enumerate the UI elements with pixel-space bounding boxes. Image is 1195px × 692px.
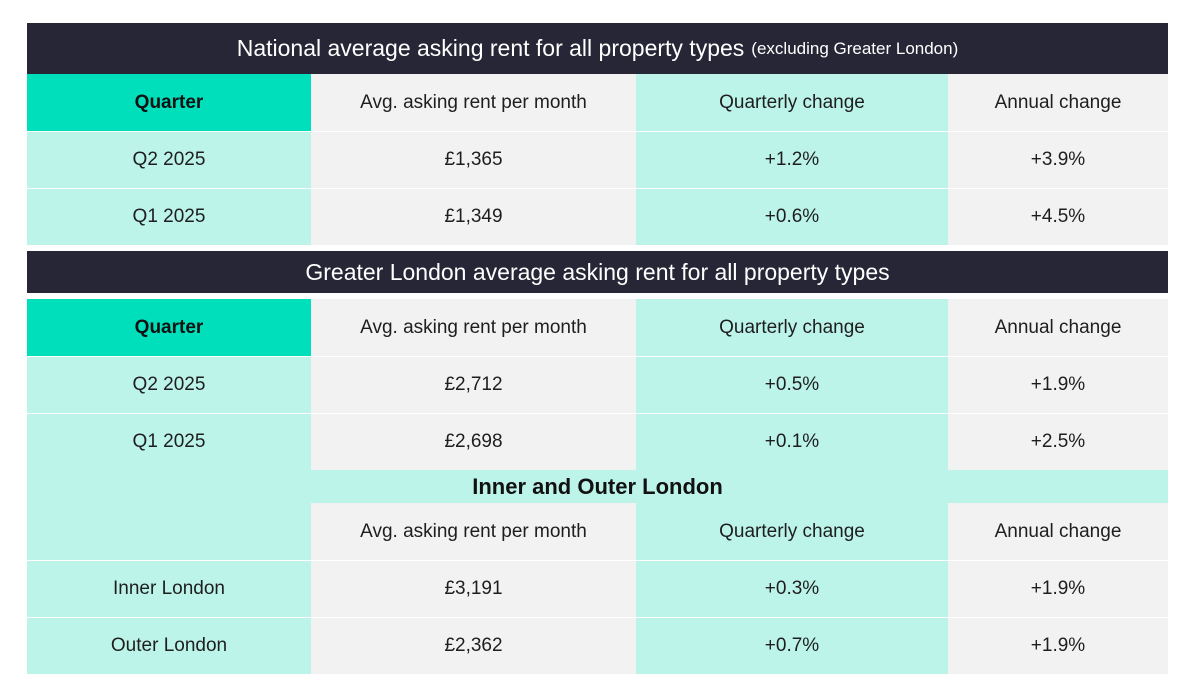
header-annual-change: Annual change: [948, 74, 1168, 131]
quarter-cell: Q2 2025: [27, 131, 311, 188]
annual-change-cell: +4.5%: [948, 188, 1168, 245]
annual-change-cell: +3.9%: [948, 131, 1168, 188]
quarterly-change-cell: +0.3%: [636, 560, 948, 617]
quarter-cell: Q1 2025: [27, 188, 311, 245]
header-quarter: Quarter: [27, 74, 311, 131]
quarterly-change-cell: +0.6%: [636, 188, 948, 245]
rent-tables: National average asking rent for all pro…: [27, 23, 1168, 674]
quarter-cell: Q2 2025: [27, 356, 311, 413]
quarter-cell: Q1 2025: [27, 413, 311, 470]
header-quarterly-change: Quarterly change: [636, 503, 948, 560]
national-title: National average asking rent for all pro…: [236, 35, 745, 61]
national-table: Quarter Avg. asking rent per month Quart…: [27, 74, 1168, 245]
inner-outer-table: Avg. asking rent per month Quarterly cha…: [27, 503, 1168, 674]
quarterly-change-cell: +1.2%: [636, 131, 948, 188]
header-quarterly-change: Quarterly change: [636, 299, 948, 356]
avg-rent-cell: £3,191: [311, 560, 636, 617]
annual-change-cell: +2.5%: [948, 413, 1168, 470]
avg-rent-cell: £1,365: [311, 131, 636, 188]
london-table: Quarter Avg. asking rent per month Quart…: [27, 299, 1168, 470]
national-title-note: (excluding Greater London): [751, 38, 959, 58]
annual-change-cell: +1.9%: [948, 560, 1168, 617]
header-avg-rent: Avg. asking rent per month: [311, 503, 636, 560]
annual-change-cell: +1.9%: [948, 356, 1168, 413]
quarterly-change-cell: +0.1%: [636, 413, 948, 470]
london-title: Greater London average asking rent for a…: [305, 258, 890, 285]
area-cell: Inner London: [27, 560, 311, 617]
header-avg-rent: Avg. asking rent per month: [311, 74, 636, 131]
header-quarterly-change: Quarterly change: [636, 74, 948, 131]
area-cell: Outer London: [27, 617, 311, 674]
national-title-banner: National average asking rent for all pro…: [27, 23, 1168, 74]
annual-change-cell: +1.9%: [948, 617, 1168, 674]
header-annual-change: Annual change: [948, 503, 1168, 560]
header-avg-rent: Avg. asking rent per month: [311, 299, 636, 356]
avg-rent-cell: £2,362: [311, 617, 636, 674]
quarterly-change-cell: +0.5%: [636, 356, 948, 413]
header-area: [27, 503, 311, 560]
quarterly-change-cell: +0.7%: [636, 617, 948, 674]
header-annual-change: Annual change: [948, 299, 1168, 356]
inner-outer-title: Inner and Outer London: [27, 470, 1168, 503]
avg-rent-cell: £1,349: [311, 188, 636, 245]
avg-rent-cell: £2,698: [311, 413, 636, 470]
london-title-banner: Greater London average asking rent for a…: [27, 251, 1168, 293]
avg-rent-cell: £2,712: [311, 356, 636, 413]
header-quarter: Quarter: [27, 299, 311, 356]
